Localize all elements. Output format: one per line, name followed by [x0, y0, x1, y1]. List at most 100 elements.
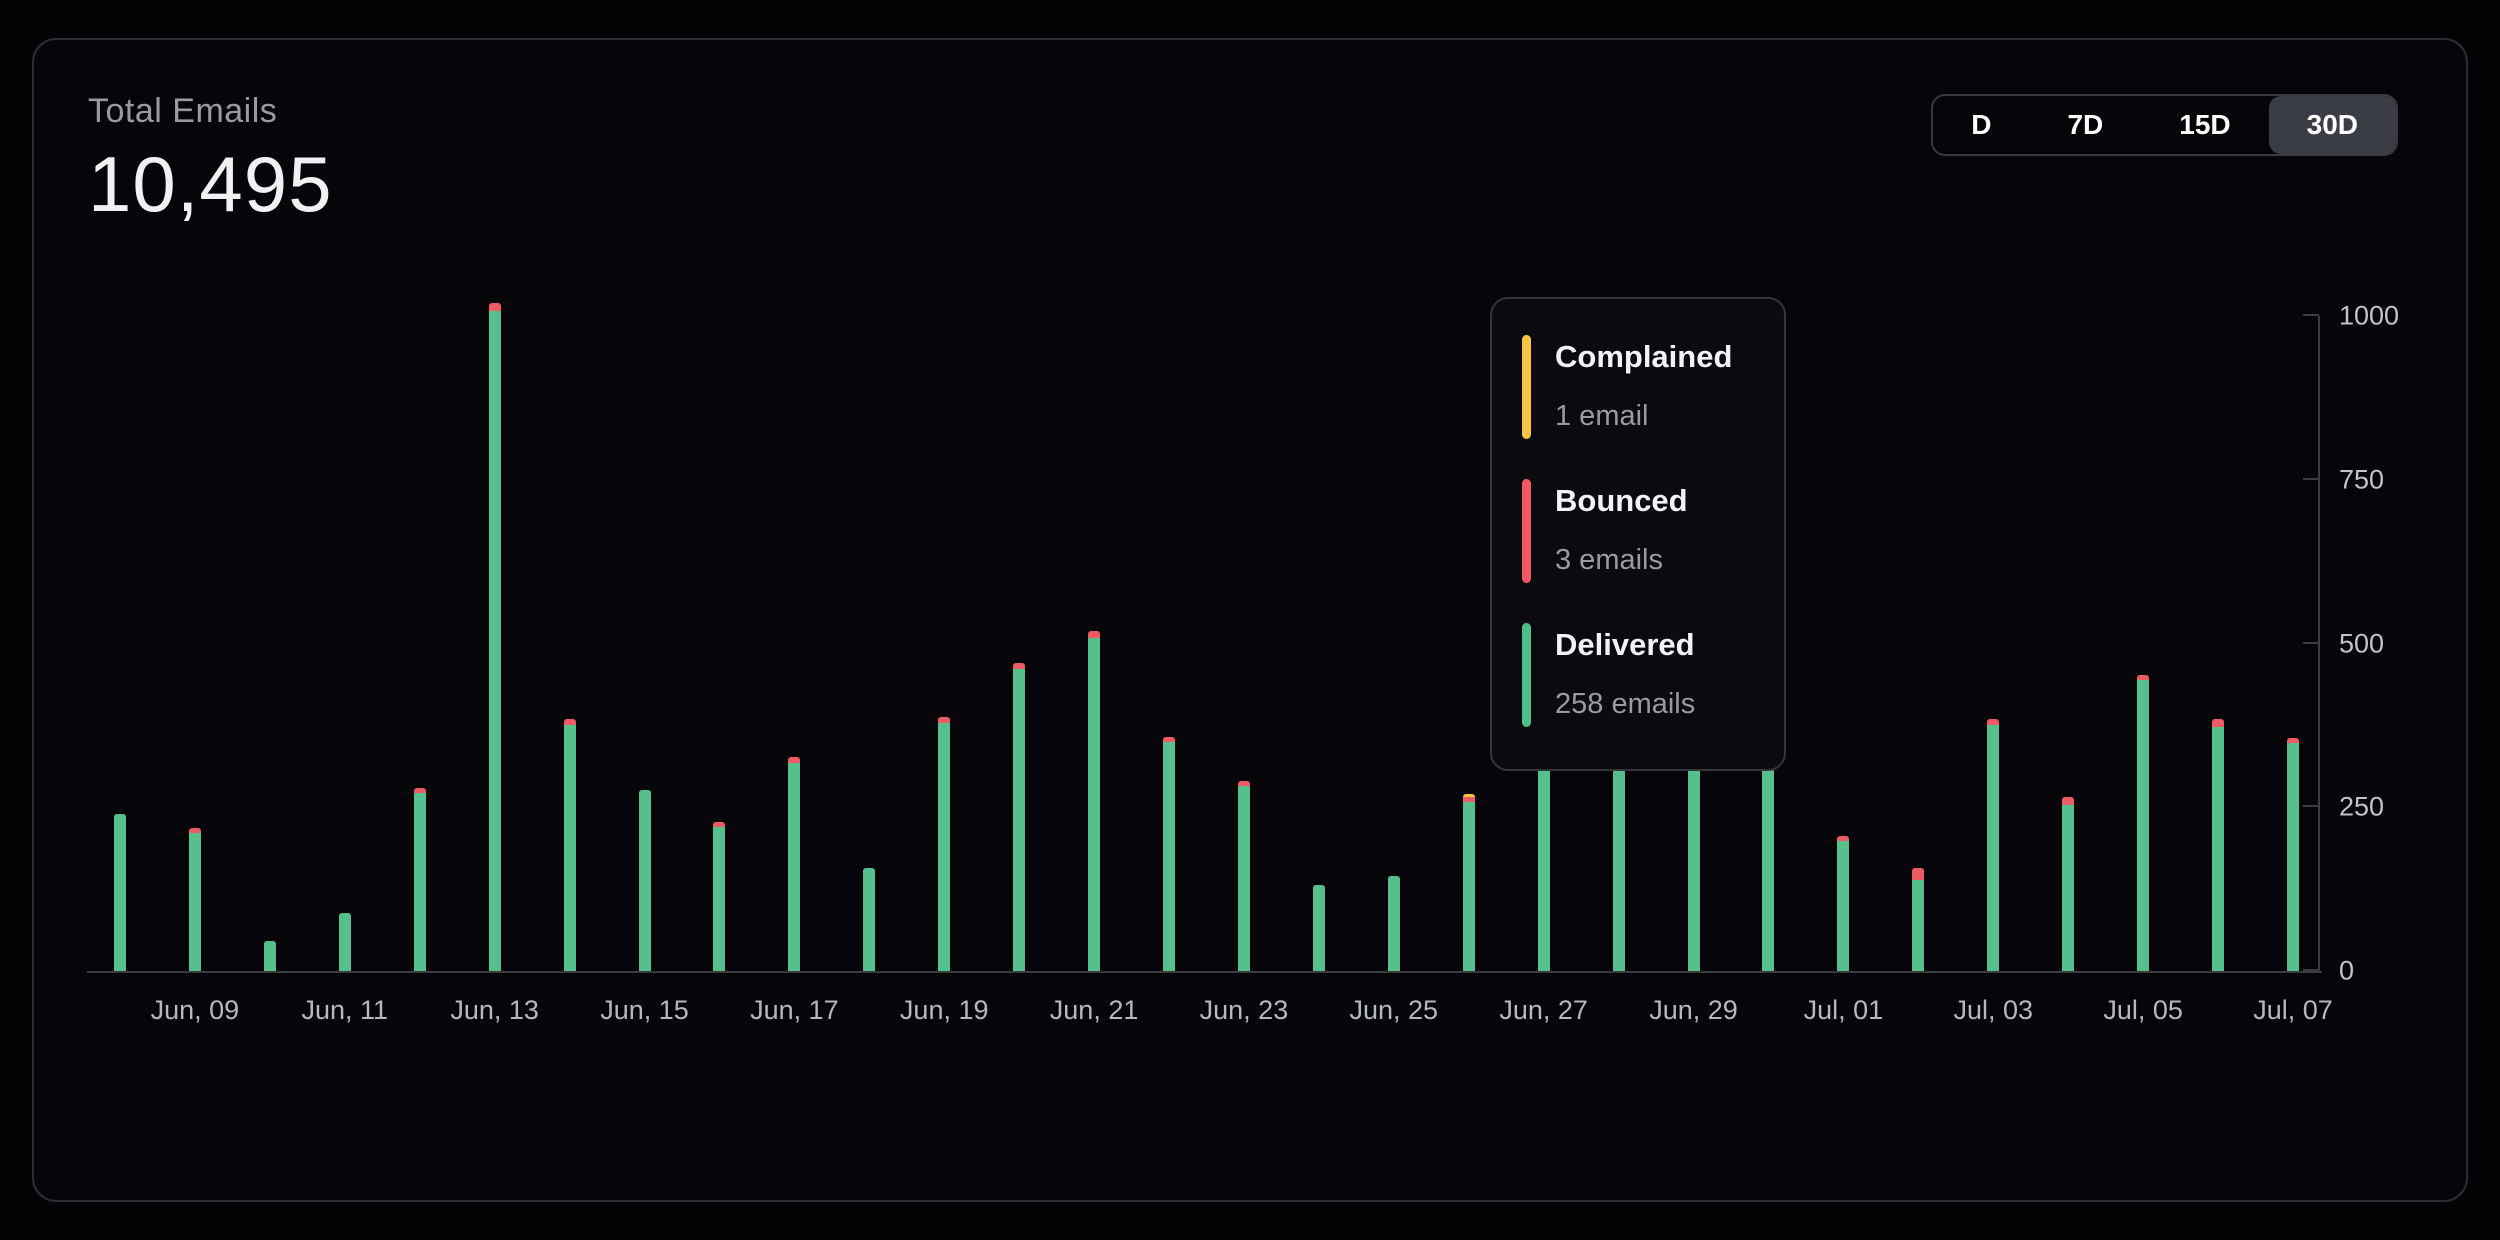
bar-jun-21[interactable] [1088, 631, 1101, 971]
bar-segment-delivered [638, 790, 651, 971]
total-emails-value: 10,495 [88, 140, 333, 228]
tooltip-label: Delivered [1555, 627, 1695, 662]
bounced-color-pill [1522, 479, 1531, 583]
chart-tooltip: Complained 1 email Bounced 3 emails Deli… [1490, 297, 1786, 771]
card-header: Total Emails 10,495 [88, 92, 333, 230]
bar-jun-22[interactable] [1163, 736, 1176, 971]
bar-jul-06[interactable] [2212, 718, 2225, 971]
bar-jun-30[interactable] [1762, 766, 1775, 971]
bar-segment-delivered [1462, 802, 1475, 971]
bar-jun-28[interactable] [1612, 759, 1625, 971]
tooltip-label: Bounced [1555, 483, 1688, 518]
bar-jul-01[interactable] [1837, 836, 1850, 971]
bar-segment-delivered [563, 725, 576, 971]
bar-segment-delivered [1612, 764, 1625, 971]
bar-jul-05[interactable] [2137, 675, 2150, 971]
tooltip-value: 1 email [1555, 400, 1649, 432]
bar-segment-delivered [114, 814, 126, 971]
x-axis-label: Jun, 21 [1049, 995, 1139, 1025]
bar-segment-delivered [1163, 741, 1176, 971]
range-option-30d[interactable]: 30D [2268, 96, 2396, 154]
bar-jun-18[interactable] [863, 868, 876, 971]
y-axis-tick [2303, 477, 2319, 480]
bar-jun-09[interactable] [188, 828, 201, 971]
x-axis-label: Jun, 09 [150, 995, 240, 1025]
y-axis-label: 250 [2339, 791, 2385, 822]
range-option-7d[interactable]: 7D [2067, 109, 2104, 140]
bar-segment-complained [1462, 794, 1475, 798]
total-emails-card: Total Emails 10,495 D 7D 15D 30D Jun, 09 Jun… [32, 38, 2468, 1202]
bar-segment-bounced [488, 302, 501, 311]
tooltip-value: 258 emails [1555, 688, 1696, 720]
bar-segment-bounced [1013, 662, 1026, 670]
range-option-15d[interactable]: 15D [2179, 109, 2231, 140]
bar-segment-bounced [1837, 836, 1850, 842]
y-axis-label: 750 [2339, 464, 2385, 495]
bar-jul-02[interactable] [1912, 868, 1925, 971]
bar-segment-bounced [1237, 780, 1250, 786]
bar-jun-23[interactable] [1237, 780, 1250, 971]
bar-jun-13[interactable] [488, 302, 501, 971]
y-axis-label: 0 [2339, 955, 2355, 986]
bar-segment-delivered [2212, 726, 2225, 971]
bar-jun-12[interactable] [413, 787, 426, 971]
bar-jun-24[interactable] [1312, 885, 1325, 971]
bar-segment-delivered [713, 826, 726, 971]
tooltip-entry-bounced: Bounced 3 emails [1522, 479, 1764, 583]
card-title: Total Emails [88, 92, 278, 130]
bar-segment-bounced [938, 716, 951, 723]
bar-segment-delivered [413, 792, 426, 971]
bar-segment-bounced [1088, 631, 1101, 638]
bar-segment-delivered [1912, 879, 1925, 971]
y-axis-label: 500 [2339, 628, 2385, 658]
plot-area: Jun, 09 Jun, 11 Jun, 13 Jun, 15 Jun, 17 Jun, … [87, 292, 2399, 1025]
x-axis-label: Jun, 25 [1349, 995, 1439, 1025]
x-axis-label: Jun, 11 [301, 995, 389, 1025]
bar-segment-delivered [2137, 680, 2150, 971]
bar-jun-29[interactable] [1687, 747, 1700, 971]
bar-segment-delivered [1687, 752, 1700, 971]
bar-segment-delivered [1537, 758, 1550, 971]
bar-segment-delivered [1237, 785, 1250, 971]
range-selector: D 7D 15D 30D [1931, 94, 2398, 156]
bar-segment-bounced [2212, 718, 2225, 727]
bar-segment-bounced [2286, 737, 2299, 744]
y-axis-tick [2303, 805, 2319, 808]
bar-jul-04[interactable] [2062, 797, 2075, 971]
x-axis-label: Jul, 05 [2103, 995, 2183, 1025]
x-axis-line [87, 971, 2322, 973]
bar-jun-14[interactable] [563, 718, 576, 971]
bar-segment-delivered [788, 762, 801, 971]
bar-jun-20[interactable] [1013, 662, 1026, 971]
bar-segment-bounced [563, 718, 576, 726]
bar-jun-08[interactable] [114, 814, 126, 971]
x-axis-label: Jun, 15 [600, 995, 689, 1025]
bar-segment-bounced [413, 787, 426, 793]
bar-jun-25[interactable] [1387, 876, 1400, 971]
bar-jul-07[interactable] [2286, 737, 2299, 971]
bar-jun-15[interactable] [638, 790, 651, 971]
bar-jun-17[interactable] [788, 756, 801, 971]
bar-jun-16[interactable] [713, 821, 726, 971]
x-axis-label: Jun, 19 [899, 995, 989, 1025]
tooltip-value: 3 emails [1555, 544, 1663, 576]
tooltip-label: Complained [1555, 339, 1733, 374]
bar-jun-11[interactable] [338, 913, 351, 971]
bar-jun-19[interactable] [938, 716, 951, 971]
range-option-d[interactable]: D [1971, 109, 1992, 140]
x-axis-label: Jun, 27 [1499, 995, 1588, 1025]
bar-segment-delivered [938, 722, 951, 971]
bar-segment-bounced [188, 828, 201, 834]
bar-jul-03[interactable] [1987, 718, 2000, 971]
bar-segment-delivered [1762, 771, 1775, 971]
bar-segment-delivered [1987, 725, 2000, 971]
bar-jun-10[interactable] [263, 940, 276, 971]
y-axis-label: 1000 [2339, 300, 2400, 331]
bar-segment-delivered [1088, 637, 1101, 971]
bar-jun-27[interactable] [1537, 753, 1550, 971]
x-axis-label: Jun, 29 [1649, 995, 1738, 1025]
tooltip-entry-complained: Complained 1 email [1522, 335, 1764, 439]
bar-jun-26[interactable] [1462, 794, 1475, 971]
bar-segment-bounced [713, 821, 726, 827]
bar-segment-bounced [2137, 675, 2150, 681]
